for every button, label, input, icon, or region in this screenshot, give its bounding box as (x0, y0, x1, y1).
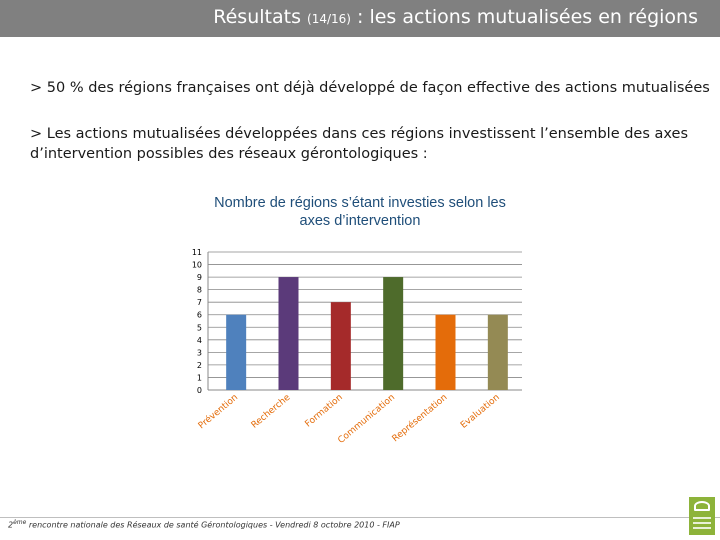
title-page-count: (14/16) (307, 12, 351, 26)
x-tick-label: Communication (336, 393, 397, 446)
y-tick-label: 1 (197, 373, 202, 382)
bullet-point-2: > Les actions mutualisées développées da… (30, 126, 689, 162)
y-tick-label: 9 (197, 273, 202, 282)
y-tick-label: 5 (197, 323, 202, 332)
y-tick-label: 11 (192, 248, 202, 257)
page-title: Résultats (14/16) : les actions mutualis… (213, 6, 698, 28)
chart-title: Nombre de régions s’étant investies selo… (214, 195, 506, 229)
bar (487, 314, 508, 390)
y-tick-label: 8 (197, 286, 202, 295)
x-tick-label: Représentation (390, 392, 449, 444)
footer-ordinal-suffix: ème (13, 519, 27, 526)
y-tick-label: 3 (197, 348, 202, 357)
title-rest: : les actions mutualisées en régions (350, 6, 698, 28)
y-tick-label: 2 (197, 361, 202, 370)
footer-event: rencontre nationale des Réseaux de santé… (26, 520, 400, 530)
bar (330, 302, 351, 390)
bar (383, 277, 404, 390)
y-tick-label: 10 (192, 261, 202, 270)
bar (278, 277, 299, 390)
bullet-point-1: > 50 % des régions françaises ont déjà d… (30, 80, 710, 96)
y-tick-label: 6 (197, 311, 202, 320)
bar (435, 314, 456, 390)
header-bar: Résultats (14/16) : les actions mutualis… (0, 0, 720, 37)
y-tick-label: 4 (197, 336, 202, 345)
bar (226, 314, 247, 390)
footer-ordinal: 2 (8, 520, 14, 530)
x-tick-label: Recherche (250, 392, 293, 430)
title-main: Résultats (213, 6, 308, 28)
y-tick-label: 7 (197, 298, 202, 307)
footer-divider (0, 517, 720, 518)
x-tick-label: Formation (304, 393, 345, 430)
leaf-logo-icon (689, 497, 715, 535)
x-tick-label: Evaluation (459, 393, 502, 431)
footer-text: 2ème rencontre nationale des Réseaux de … (8, 519, 400, 530)
x-tick-label: Prévention (196, 392, 240, 431)
y-tick-label: 0 (197, 386, 202, 395)
